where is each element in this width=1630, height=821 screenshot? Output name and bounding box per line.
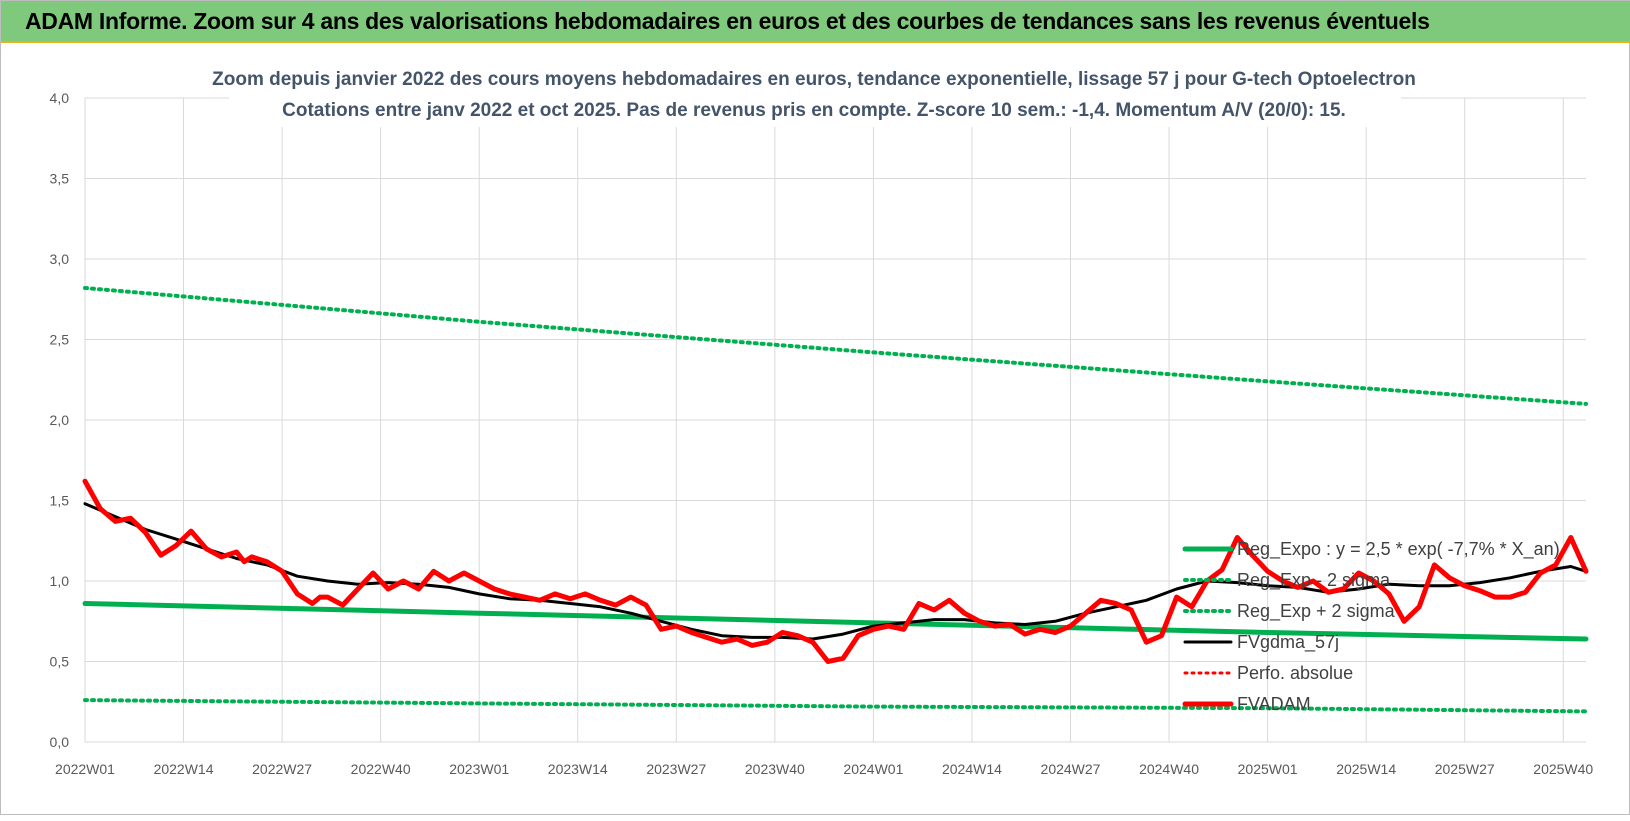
x-tick-label: 2022W40: [351, 761, 411, 777]
x-tick-label: 2022W01: [55, 761, 115, 777]
series-line-1: [83, 698, 1588, 714]
grid-lines: [84, 97, 1586, 743]
line-chart: 0,0 0,5 1,0 1,5 2,0 2,5 3,0 3,5 4,0 2022W01 2022W1…: [50, 61, 1594, 777]
chart-title-line-2: Cotations entre janv 2022 et oct 2025. P…: [282, 100, 1346, 121]
x-tick-label: 2024W40: [1139, 761, 1199, 777]
legend-label: Reg_Exp - 2 sigma: [1237, 570, 1391, 591]
x-tick-label: 2024W27: [1041, 761, 1101, 777]
report-title: ADAM Informe. Zoom sur 4 ans des valoris…: [25, 8, 1430, 34]
legend-label: Perfo. absolue: [1237, 663, 1353, 683]
y-tick-label: 3,5: [50, 171, 70, 187]
x-tick-label: 2025W14: [1336, 761, 1396, 777]
x-tick-label: 2023W14: [548, 761, 608, 777]
legend: Reg_Expo : y = 2,5 * exp( -7,7% * X_an) R…: [1182, 539, 1560, 714]
y-tick-label: 0,0: [50, 734, 70, 750]
x-tick-label: 2023W01: [449, 761, 509, 777]
y-tick-label: 1,5: [50, 493, 70, 509]
y-tick-label: 1,0: [50, 573, 70, 589]
x-tick-label: 2023W40: [745, 761, 805, 777]
chart-title-line-1: Zoom depuis janvier 2022 des cours moyen…: [212, 69, 1416, 90]
x-tick-label: 2024W14: [942, 761, 1002, 777]
axis-labels: 0,0 0,5 1,0 1,5 2,0 2,5 3,0 3,5 4,0 2022W01 2022W1…: [50, 90, 1594, 777]
x-tick-label: 2025W27: [1435, 761, 1495, 777]
series-line-5: [82, 478, 1589, 664]
legend-label: Reg_Expo : y = 2,5 * exp( -7,7% * X_an): [1237, 539, 1560, 560]
y-tick-label: 2,5: [50, 332, 70, 348]
x-tick-label: 2023W27: [646, 761, 706, 777]
y-tick-label: 2,0: [50, 412, 70, 428]
x-tick-label: 2022W27: [252, 761, 312, 777]
x-tick-label: 2025W40: [1533, 761, 1593, 777]
x-tick-label: 2024W01: [843, 761, 903, 777]
report-banner: ADAM Informe. Zoom sur 4 ans des valoris…: [1, 1, 1630, 43]
series-line-3: [83, 502, 1588, 641]
chart-area: 0,0 0,5 1,0 1,5 2,0 2,5 3,0 3,5 4,0 2022W01 2022W1…: [1, 45, 1630, 816]
y-tick-label: 0,5: [50, 654, 70, 670]
chart-title-background: [229, 61, 1401, 127]
x-tick-label: 2022W14: [154, 761, 214, 777]
chart-title: Zoom depuis janvier 2022 des cours moyen…: [212, 61, 1416, 127]
legend-label: Reg_Exp + 2 sigma: [1237, 601, 1396, 622]
y-tick-label: 4,0: [50, 90, 70, 106]
legend-label: FVADAM: [1237, 694, 1311, 714]
legend-label: FVgdma_57j: [1237, 632, 1339, 653]
x-tick-label: 2025W01: [1238, 761, 1298, 777]
y-tick-label: 3,0: [50, 251, 70, 267]
series-layer: [82, 286, 1589, 714]
series-line-2: [83, 286, 1588, 406]
series-line-0: [82, 601, 1589, 642]
